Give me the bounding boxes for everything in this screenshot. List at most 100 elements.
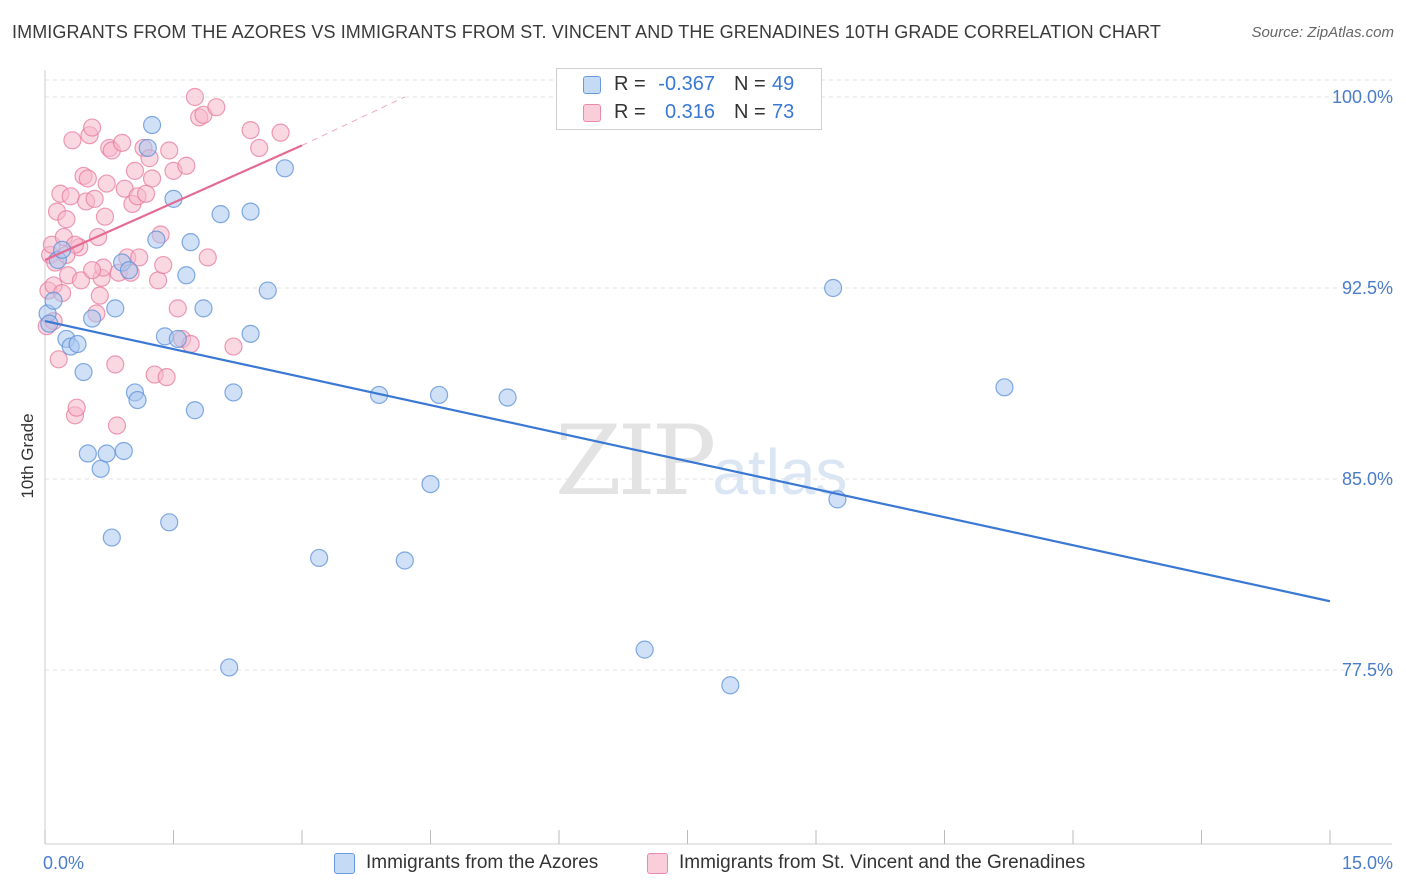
stvincent-point: [95, 207, 115, 226]
azores-point: [258, 281, 277, 300]
y-tick-label: 100.0%: [1332, 87, 1393, 107]
azores-point: [824, 278, 843, 298]
azores-point: [119, 261, 139, 280]
stats-row-azores: R = -0.367 N = 49: [557, 73, 821, 99]
y-tick-label: 85.0%: [1342, 469, 1393, 489]
stats-row-stvincent: R = 0.316 N = 73: [557, 101, 821, 127]
azores-point: [310, 548, 329, 568]
azores-point: [635, 640, 654, 659]
stvincent-point: [97, 174, 116, 193]
azores-point: [220, 658, 239, 677]
azores-point: [138, 138, 157, 158]
legend-azores-swatch: [334, 853, 355, 874]
stvincent-swatch: [583, 104, 601, 122]
stvincent-trend-extension: [301, 96, 406, 146]
stvincent-point: [83, 118, 102, 137]
azores-point: [44, 291, 63, 310]
stats-box: R = -0.367 N = 49 R = 0.316 N = 73: [556, 68, 822, 130]
azores-point: [241, 202, 260, 221]
azores-point: [275, 159, 294, 178]
stvincent-trend-line: [44, 144, 303, 261]
x-tick-label: 0.0%: [43, 853, 84, 873]
stvincent-point: [168, 299, 187, 318]
azores-swatch: [583, 76, 601, 94]
azores-point: [211, 205, 230, 224]
source-credit: Source: ZipAtlas.com: [1251, 24, 1394, 41]
y-tick-label: 77.5%: [1342, 660, 1393, 680]
stvincent-r-value: 0.316: [664, 101, 715, 123]
stvincent-point: [224, 337, 243, 356]
stvincent-point: [157, 368, 176, 387]
azores-point: [395, 551, 414, 570]
azores-point: [74, 362, 93, 382]
azores-point: [185, 401, 205, 420]
azores-point: [177, 266, 196, 285]
stvincent-point: [250, 138, 269, 158]
azores-n-value: 49: [772, 73, 795, 95]
stvincent-point: [112, 133, 132, 152]
legend-stvincent-swatch: [647, 853, 668, 874]
azores-point: [160, 513, 179, 532]
y-tick-label: 92.5%: [1342, 278, 1393, 298]
azores-point: [168, 329, 187, 349]
stvincent-point: [154, 255, 173, 275]
y-axis-label: 10th Grade: [18, 413, 37, 499]
azores-point: [241, 324, 260, 343]
stvincent-point: [207, 98, 226, 117]
stvincent-point: [271, 123, 290, 142]
r-label: R =: [614, 73, 646, 95]
stvincent-point: [148, 271, 168, 290]
legend-stvincent-label: Immigrants from St. Vincent and the Gren…: [679, 852, 1086, 873]
stvincent-point: [241, 121, 260, 140]
stvincent-point: [142, 169, 162, 188]
azores-point: [91, 459, 110, 478]
azores-point: [224, 383, 243, 402]
azores-point: [128, 390, 147, 410]
stvincent-point: [177, 156, 196, 175]
stvincent-point: [106, 355, 125, 374]
stvincent-point: [63, 131, 82, 150]
stvincent-point: [125, 161, 145, 180]
azores-point: [194, 299, 213, 318]
stvincent-point: [61, 187, 80, 206]
azores-trend-line: [44, 320, 1331, 603]
azores-point: [97, 444, 116, 463]
azores-point: [147, 230, 166, 249]
azores-point: [721, 676, 740, 695]
azores-point: [995, 378, 1014, 397]
stvincent-point: [136, 184, 156, 203]
stvincent-point: [78, 169, 97, 188]
stvincent-n-value: 73: [772, 101, 795, 123]
stvincent-point: [83, 261, 102, 280]
n-label: N =: [734, 73, 766, 95]
stvincent-point: [57, 210, 76, 229]
azores-point: [102, 528, 121, 547]
stvincent-point: [67, 398, 86, 417]
stvincent-point: [198, 248, 217, 267]
legend-azores-label: Immigrants from the Azores: [366, 852, 599, 873]
r-label: R =: [614, 101, 646, 123]
azores-point: [498, 388, 517, 407]
azores-point: [68, 334, 87, 354]
azores-point: [429, 385, 449, 405]
stvincent-point: [130, 248, 149, 267]
azores-point: [114, 441, 133, 461]
x-tick-label: 15.0%: [1342, 853, 1393, 873]
stvincent-point: [49, 350, 68, 369]
stvincent-point: [185, 87, 205, 107]
stvincent-point: [160, 141, 179, 160]
azores-point: [106, 299, 125, 318]
azores-point: [181, 233, 200, 252]
n-label: N =: [734, 101, 766, 123]
stvincent-point: [85, 189, 104, 208]
azores-point: [83, 309, 102, 328]
stvincent-point: [90, 286, 109, 305]
stvincent-point: [107, 416, 127, 435]
azores-point: [78, 444, 97, 463]
azores-r-value: -0.367: [658, 73, 715, 95]
azores-point: [142, 115, 162, 135]
azores-point: [421, 474, 440, 494]
chart-title: IMMIGRANTS FROM THE AZORES VS IMMIGRANTS…: [12, 22, 1161, 42]
